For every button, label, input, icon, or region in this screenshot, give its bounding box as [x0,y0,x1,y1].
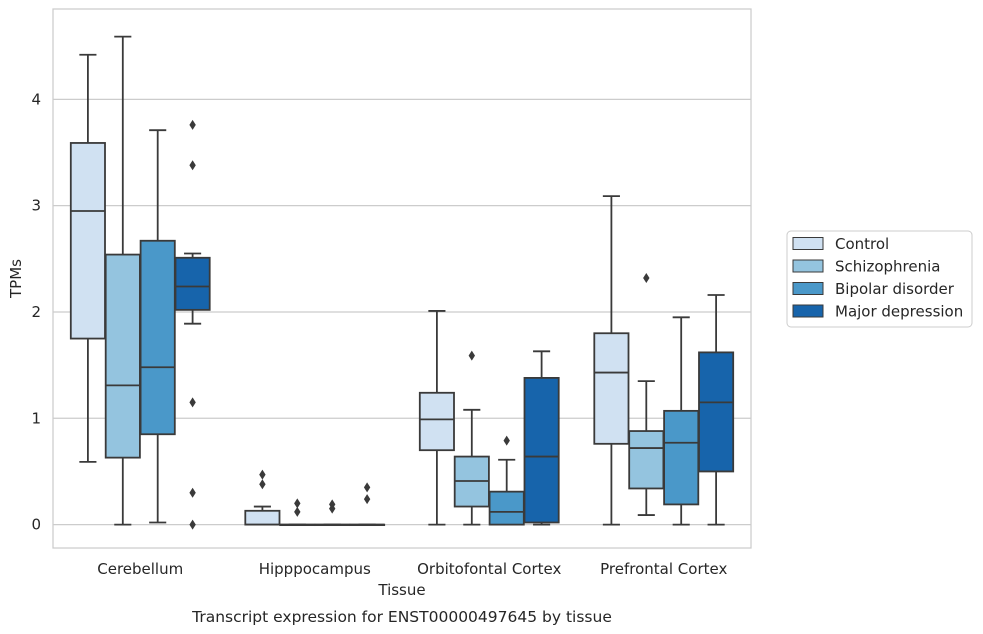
outlier-point [189,397,196,408]
box-0-2 [418,310,455,526]
box-1-2 [453,350,490,526]
legend-label: Major depression [835,303,963,321]
box-body [593,332,630,445]
box-2-0 [139,129,176,524]
outlier-point [189,487,196,498]
box-body [69,142,106,340]
y-tick-labels: 0 1 2 3 4 [31,90,41,533]
outlier-point [503,435,510,446]
outlier-point [643,272,650,283]
legend-swatch [792,282,824,295]
outlier-point [294,506,301,517]
box-1-0 [104,35,141,526]
box-3-3 [698,294,735,526]
box-2-3 [663,316,700,526]
box-0-0 [69,53,106,463]
boxes [69,35,735,530]
legend: Control Schizophrenia Bipolar disorder Majo… [786,230,973,328]
legend-item: Schizophrenia [792,258,940,276]
outlier-point [363,494,371,505]
y-tick-label: 1 [31,409,41,427]
x-tick-label: Orbitofontal Cortex [417,560,561,578]
legend-item: Control [792,235,889,253]
box-2-1 [314,499,351,527]
legend-frame [786,230,973,328]
box-3-1 [349,482,386,527]
outlier-point [189,160,196,171]
box-body [628,430,665,490]
box-body [418,391,455,452]
box-body [488,490,525,526]
box-3-2 [523,350,560,526]
outlier-point [329,499,336,510]
legend-swatch [792,259,824,273]
box-body [523,377,560,524]
legend-swatch [792,304,824,318]
legend-label: Control [835,235,889,253]
y-tick-label: 4 [31,90,41,108]
y-tick-label: 3 [31,197,41,215]
outlier-point [189,519,196,530]
x-tick-label: Cerebellum [97,560,183,578]
y-tick-label: 0 [31,516,41,534]
plot-frame [52,8,752,549]
box-3-0 [174,119,211,530]
box-body [244,509,281,526]
y-axis-label: TPMs [7,259,25,299]
x-axis-label: Tissue [377,581,425,599]
chart-title: Transcript expression for ENST0000049764… [191,608,612,626]
outlier-point [468,350,475,361]
legend-label: Schizophrenia [835,258,940,276]
outlier-point [363,482,371,493]
x-tick-labels: Cerebellum Hipppocampus Orbitofontal Corte… [97,560,727,578]
legend-item: Bipolar disorder [792,280,955,298]
box-0-1 [244,469,281,526]
x-tick-label: Prefrontal Cortex [600,560,727,578]
box-0-3 [593,195,630,526]
box-2-2 [488,435,525,526]
y-tick-label: 2 [31,303,41,321]
box-body [104,253,141,459]
box-body [139,239,176,436]
legend-label: Bipolar disorder [835,280,955,298]
legend-item: Major depression [792,303,963,321]
box-body [663,409,700,506]
x-tick-label: Hipppocampus [259,560,371,578]
legend-swatch [792,237,824,250]
outlier-point [189,119,196,130]
box-body [174,256,211,311]
outlier-point [259,469,266,480]
outlier-point [294,498,301,509]
box-body [698,351,735,473]
box-1-3 [628,272,665,516]
box-1-1 [279,498,316,527]
outlier-point [259,479,266,490]
